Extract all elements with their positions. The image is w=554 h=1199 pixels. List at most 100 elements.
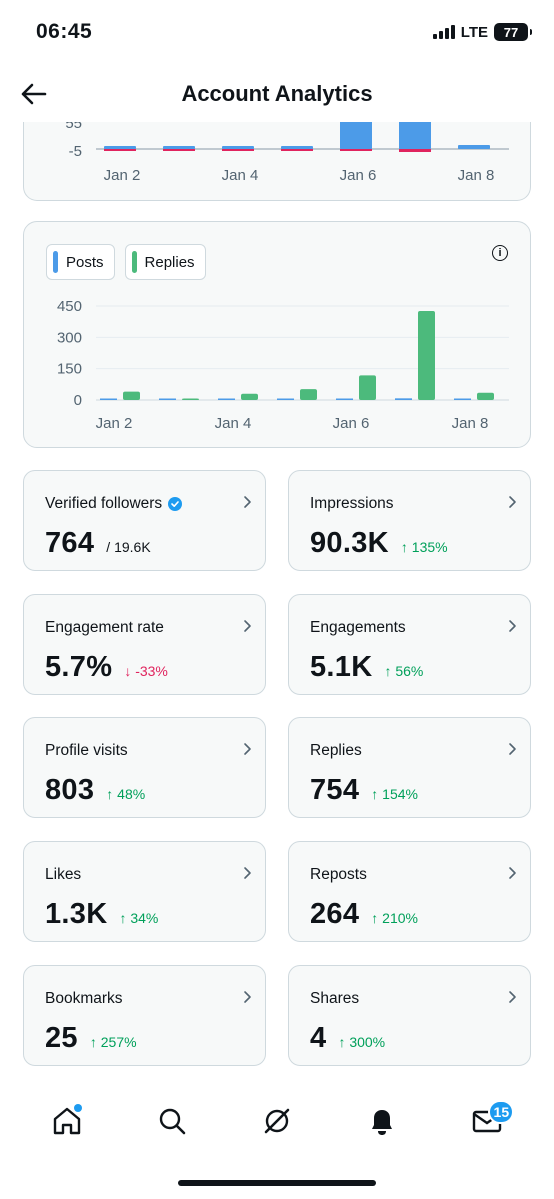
bar-replies bbox=[300, 389, 317, 400]
metric-label-row: Profile visits bbox=[45, 742, 128, 760]
legend-replies-toggle[interactable]: Replies bbox=[124, 244, 206, 280]
metric-tile[interactable]: Shares 4 ↑ 300% bbox=[288, 965, 531, 1066]
back-button[interactable] bbox=[18, 78, 50, 110]
metric-value: 5.1K bbox=[310, 651, 373, 683]
x-tick-label: Jan 6 bbox=[340, 167, 377, 184]
metric-total: / 19.6K bbox=[106, 539, 151, 555]
metric-value: 5.7% bbox=[45, 651, 113, 683]
nav-search[interactable] bbox=[145, 1094, 199, 1148]
nav-messages[interactable]: 15 bbox=[460, 1094, 515, 1148]
bar-negative bbox=[163, 149, 195, 151]
metric-tile[interactable]: Replies 754 ↑ 154% bbox=[288, 717, 531, 818]
battery-icon: 77 bbox=[494, 23, 532, 41]
header: Account Analytics bbox=[0, 66, 554, 122]
metric-tile[interactable]: Bookmarks 25 ↑ 257% bbox=[23, 965, 266, 1066]
metric-value-row: 90.3K ↑ 135% bbox=[310, 527, 448, 560]
x-tick-label: Jan 4 bbox=[215, 415, 252, 432]
bar-posts bbox=[277, 398, 294, 400]
metric-tile[interactable]: Impressions 90.3K ↑ 135% bbox=[288, 470, 531, 571]
metric-label-row: Impressions bbox=[310, 495, 394, 513]
nav-home[interactable] bbox=[40, 1094, 94, 1148]
bar-posts bbox=[100, 398, 117, 400]
bottom-nav: 15 bbox=[0, 1086, 554, 1156]
metric-label: Bookmarks bbox=[45, 990, 123, 1007]
metric-value: 4 bbox=[310, 1022, 327, 1054]
metric-value-row: 5.7% ↓ -33% bbox=[45, 651, 168, 684]
metric-label: Reposts bbox=[310, 866, 367, 883]
metric-value-row: 4 ↑ 300% bbox=[310, 1022, 385, 1055]
bar-replies bbox=[123, 391, 140, 400]
metric-label: Impressions bbox=[310, 495, 394, 512]
metric-label: Shares bbox=[310, 990, 360, 1007]
home-indicator bbox=[178, 1180, 376, 1186]
metric-label-row: Replies bbox=[310, 742, 362, 760]
bar-negative bbox=[399, 149, 431, 152]
metric-value-row: 1.3K ↑ 34% bbox=[45, 898, 158, 931]
metric-label-row: Verified followers bbox=[45, 495, 183, 513]
x-tick-label: Jan 6 bbox=[333, 415, 370, 432]
metric-value: 264 bbox=[310, 898, 360, 930]
metric-label: Engagements bbox=[310, 619, 406, 636]
chevron-right-icon bbox=[509, 620, 516, 632]
bar-replies bbox=[477, 392, 494, 400]
metric-tile[interactable]: Engagements 5.1K ↑ 56% bbox=[288, 594, 531, 695]
metric-value: 754 bbox=[310, 774, 360, 806]
metric-tile[interactable]: Reposts 264 ↑ 210% bbox=[288, 841, 531, 942]
chevron-right-icon bbox=[509, 867, 516, 879]
metric-tile[interactable]: Verified followers 764 / 19.6K bbox=[23, 470, 266, 571]
y-tick-label: 300 bbox=[57, 329, 82, 346]
nav-grok[interactable] bbox=[250, 1094, 304, 1148]
info-icon[interactable]: i bbox=[492, 245, 508, 261]
search-icon bbox=[159, 1108, 186, 1135]
verified-badge-icon bbox=[168, 497, 183, 511]
y-tick-label: 150 bbox=[57, 361, 82, 378]
info-glyph: i bbox=[498, 247, 502, 259]
chart-legend: Posts Replies bbox=[46, 244, 206, 280]
metric-value: 25 bbox=[45, 1022, 78, 1054]
bar-posts bbox=[104, 146, 136, 149]
chart-posts-replies-svg: 450 300 150 0 Jan 2 Jan 4 Jan 6 Jan 8 bbox=[57, 298, 509, 432]
metric-tile[interactable]: Engagement rate 5.7% ↓ -33% bbox=[23, 594, 266, 695]
metric-change: ↑ 257% bbox=[89, 1034, 137, 1050]
bar-replies bbox=[418, 311, 435, 400]
chevron-right-icon bbox=[509, 991, 516, 1003]
bar-posts bbox=[395, 398, 412, 400]
metric-label-row: Shares bbox=[310, 990, 359, 1008]
signal-icon bbox=[432, 25, 455, 39]
metric-value: 803 bbox=[45, 774, 95, 806]
messages-badge: 15 bbox=[488, 1100, 515, 1124]
metric-change: ↑ 300% bbox=[338, 1034, 386, 1050]
chevron-right-icon bbox=[509, 743, 516, 755]
legend-replies-swatch bbox=[131, 251, 137, 273]
metric-value-row: 764 / 19.6K bbox=[45, 527, 151, 560]
metric-change: ↑ 48% bbox=[106, 786, 146, 802]
page-title: Account Analytics bbox=[181, 81, 373, 106]
bar-negative bbox=[222, 149, 254, 151]
bar-posts bbox=[281, 146, 313, 149]
legend-replies-label: Replies bbox=[144, 253, 195, 271]
metric-value: 1.3K bbox=[45, 898, 108, 930]
chevron-right-icon bbox=[244, 496, 251, 508]
metric-label: Verified followers bbox=[45, 495, 163, 512]
metric-value-row: 5.1K ↑ 56% bbox=[310, 651, 423, 684]
metric-tile[interactable]: Likes 1.3K ↑ 34% bbox=[23, 841, 266, 942]
metric-tile[interactable]: Profile visits 803 ↑ 48% bbox=[23, 717, 266, 818]
chevron-right-icon bbox=[244, 991, 251, 1003]
notifications-icon bbox=[372, 1110, 393, 1135]
metric-label-row: Engagement rate bbox=[45, 619, 164, 637]
nav-notifications[interactable] bbox=[355, 1094, 409, 1148]
chart-card-posts-replies: Posts Replies i 450 300 150 0 Jan 2 Jan 4 Jan … bbox=[23, 221, 531, 448]
bar-posts bbox=[159, 398, 176, 400]
bar-posts bbox=[163, 146, 195, 149]
metric-change: ↑ 56% bbox=[384, 663, 424, 679]
bar-replies bbox=[241, 393, 258, 400]
metric-label-row: Likes bbox=[45, 866, 81, 884]
metric-label-row: Bookmarks bbox=[45, 990, 123, 1008]
bar-negative bbox=[104, 149, 136, 151]
metric-label: Likes bbox=[45, 866, 82, 883]
status-time: 06:45 bbox=[36, 20, 93, 43]
metric-label: Profile visits bbox=[45, 742, 128, 759]
metric-label-row: Engagements bbox=[310, 619, 406, 637]
legend-posts-toggle[interactable]: Posts bbox=[46, 244, 115, 280]
